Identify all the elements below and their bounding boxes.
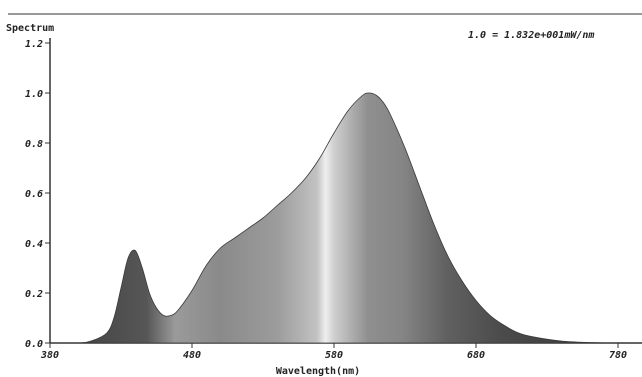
y-tick-label: 0.4 [25, 239, 43, 250]
y-tick-label: 0.2 [25, 289, 43, 300]
spectrum-area [50, 92, 619, 344]
y-ticks: 0.0 0.2 0.4 0.6 0.8 1.0 1.2 [25, 39, 50, 350]
x-tick-label: 480 [183, 350, 201, 361]
y-tick-label: 0.0 [25, 339, 43, 350]
y-axis-title: Spectrum [6, 23, 54, 34]
y-tick-label: 1.0 [25, 89, 43, 100]
y-tick-label: 0.6 [25, 189, 43, 200]
x-ticks: 380 480 580 680 780 [40, 343, 627, 361]
normalization-note: 1.0 = 1.832e+001mW/nm [468, 30, 594, 41]
x-tick-label: 580 [325, 350, 343, 361]
x-tick-label: 380 [40, 350, 59, 361]
y-tick-label: 1.2 [25, 39, 43, 50]
x-tick-label: 780 [609, 350, 627, 361]
x-axis-title: Wavelength(nm) [276, 366, 360, 377]
x-tick-label: 680 [467, 350, 485, 361]
y-tick-label: 0.8 [25, 139, 43, 150]
